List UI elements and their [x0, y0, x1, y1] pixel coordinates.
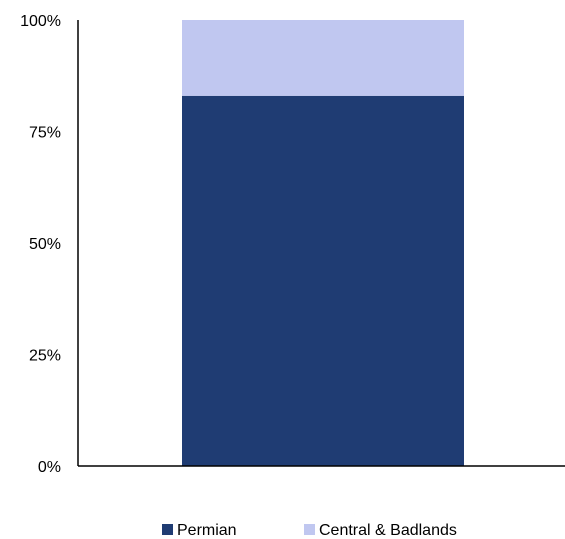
y-tick-label: 25% [29, 348, 61, 365]
bars-group [182, 20, 464, 466]
y-tick-label: 100% [20, 13, 61, 30]
bar-segment-1 [182, 95, 464, 466]
legend: Permian Central & Badlands [162, 522, 457, 539]
axes-group [77, 20, 565, 467]
y-tick-label: 75% [29, 125, 61, 142]
legend-label-1: Permian [177, 522, 237, 539]
y-tick-label: 50% [29, 236, 61, 253]
legend-label-2: Central & Badlands [319, 522, 457, 539]
bar-segment-2 [182, 20, 464, 96]
legend-swatch-1 [162, 524, 173, 535]
y-ticks-group: 0% 25% 50% 75% 100% [20, 13, 61, 476]
y-tick-label: 0% [38, 459, 61, 476]
legend-swatch-2 [304, 524, 315, 535]
